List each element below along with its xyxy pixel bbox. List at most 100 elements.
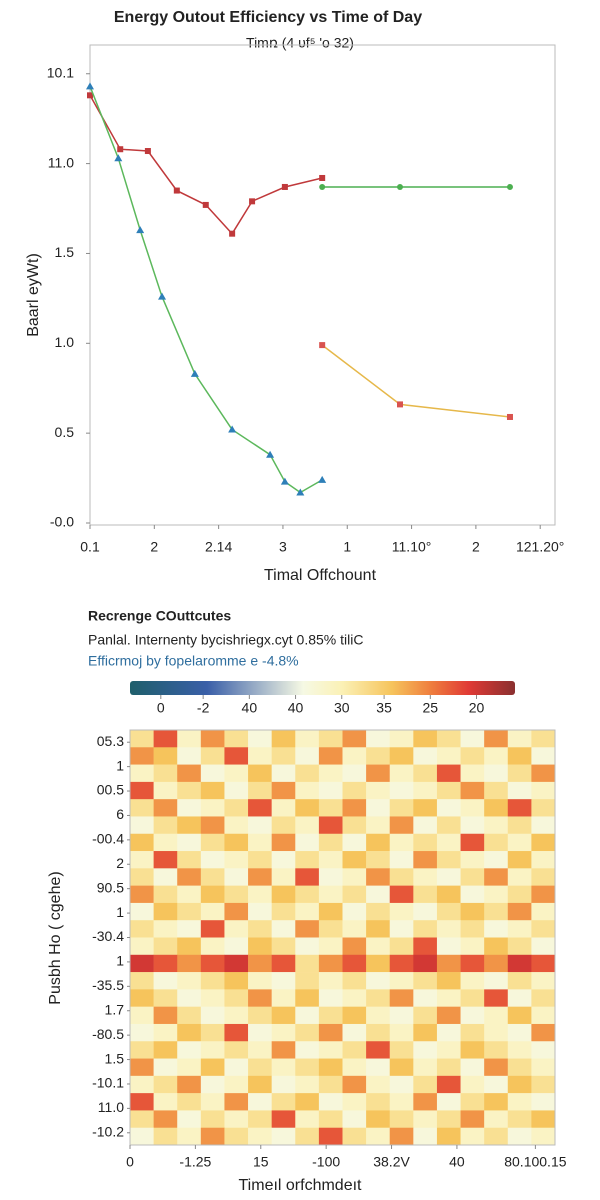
- heatmap-cell: [295, 1110, 320, 1129]
- heatmap-cell: [484, 1006, 509, 1025]
- heatmap-cell: [271, 747, 296, 765]
- series-line: [89, 94, 323, 235]
- heatmap-cell: [153, 972, 178, 990]
- heatmap-cell: [153, 1075, 178, 1094]
- heatmap-cell: [342, 1110, 367, 1129]
- heatmap-cell: [224, 1127, 249, 1146]
- y-tick-label: 00.5: [97, 782, 124, 798]
- heatmap-cell: [130, 937, 154, 956]
- heatmap-cell: [436, 920, 461, 938]
- heatmap-cell: [460, 1093, 485, 1111]
- heatmap-cell: [200, 954, 225, 973]
- heatmap-cell: [248, 920, 272, 938]
- x-tick-label: 11.10°: [392, 539, 432, 555]
- heatmap-cell: [295, 1075, 320, 1094]
- x-tick-label: 3: [279, 539, 287, 555]
- heatmap-cell: [531, 972, 556, 990]
- heatmap-cell: [460, 1127, 485, 1146]
- heatmap-cell: [318, 730, 343, 748]
- heatmap-cell: [130, 1023, 154, 1042]
- x-tick-label: 2: [472, 539, 480, 555]
- heatmap-cell: [413, 920, 438, 938]
- heatmap-cell: [436, 1006, 461, 1025]
- heatmap-cell: [295, 954, 320, 973]
- heatmap-cell: [295, 764, 320, 783]
- y-axis-label: Baarl eyWt): [25, 253, 42, 337]
- heatmap-cell: [295, 781, 320, 800]
- heatmap-cell: [531, 954, 556, 973]
- heatmap-cell: [389, 1058, 414, 1077]
- heatmap-cell: [130, 868, 154, 886]
- chart-subtitle: Timռ (4 υf⁵ 'o 32): [246, 35, 354, 51]
- heatmap-cell: [177, 885, 202, 904]
- heatmap-cell: [153, 902, 178, 921]
- heatmap-cell: [200, 1041, 225, 1059]
- heatmap-cell: [153, 1041, 178, 1059]
- marker: [136, 226, 145, 234]
- heatmap-cell: [413, 747, 438, 765]
- heatmap-cell: [484, 747, 509, 765]
- heatmap-cell: [318, 1041, 343, 1059]
- marker: [319, 342, 326, 349]
- heatmap-cell: [224, 954, 249, 973]
- heatmap-cell: [271, 920, 296, 938]
- heatmap-cell: [295, 833, 320, 852]
- heatmap-cell: [531, 902, 556, 921]
- heatmap-cell: [484, 851, 509, 869]
- series-line: [89, 86, 323, 494]
- heatmap-cell: [366, 989, 391, 1007]
- heatmap-cell: [413, 1006, 438, 1025]
- heatmap-cell: [271, 1093, 296, 1111]
- heatmap-cell: [366, 954, 391, 973]
- heatmap-cell: [271, 937, 296, 956]
- y-tick-label: 10.1: [47, 64, 74, 80]
- y-tick-label: 90.5: [97, 879, 124, 895]
- heatmap-cell: [436, 747, 461, 765]
- heatmap-cell: [507, 816, 532, 835]
- heatmap-cell: [342, 1075, 367, 1094]
- heatmap-cell: [413, 851, 438, 869]
- heatmap-cell: [248, 747, 272, 765]
- heatmap-cell: [318, 972, 343, 990]
- heatmap-cell: [342, 730, 367, 748]
- marker: [228, 425, 237, 433]
- heatmap-cell: [413, 972, 438, 990]
- heatmap-cell: [248, 972, 272, 990]
- y-tick-label: 6: [116, 806, 124, 822]
- heatmap-cell: [271, 816, 296, 835]
- colorbar-tick-label: -2: [197, 700, 210, 716]
- y-tick-label: 1.7: [105, 1001, 125, 1017]
- heatmap-cell: [271, 1127, 296, 1146]
- heatmap-cell: [318, 920, 343, 938]
- heatmap-cell: [413, 1110, 438, 1129]
- heatmap-cell: [389, 781, 414, 800]
- heatmap-cell: [436, 1023, 461, 1042]
- heatmap-cell: [484, 1023, 509, 1042]
- y-tick-label: 1: [116, 904, 124, 920]
- heatmap-cell: [507, 989, 532, 1007]
- heatmap-cell: [413, 954, 438, 973]
- heatmap-cell: [224, 1023, 249, 1042]
- marker: [86, 82, 94, 90]
- heatmap-cell: [295, 1023, 320, 1042]
- heatmap-cell: [130, 1006, 154, 1025]
- y-tick-label: 11.0: [98, 1099, 124, 1115]
- heatmap-cell: [413, 1041, 438, 1059]
- heatmap-cell: [507, 1110, 532, 1129]
- heatmap-cell: [318, 816, 343, 835]
- x-tick-label: -100: [312, 1154, 340, 1170]
- heatmap-cell: [271, 1023, 296, 1042]
- heatmap-cell: [200, 902, 225, 921]
- heatmap-cell: [436, 1075, 461, 1094]
- heatmap-cell: [177, 747, 202, 765]
- x-tick-label: 0: [126, 1154, 134, 1170]
- heatmap-cell: [484, 1110, 509, 1129]
- heatmap-cell: [271, 1075, 296, 1094]
- heatmap-cell: [200, 1093, 225, 1111]
- heatmap-cell: [484, 1058, 509, 1077]
- heatmap-cell: [295, 799, 320, 817]
- heatmap-cell: [484, 1093, 509, 1111]
- marker: [173, 187, 180, 194]
- heatmap-cell: [200, 920, 225, 938]
